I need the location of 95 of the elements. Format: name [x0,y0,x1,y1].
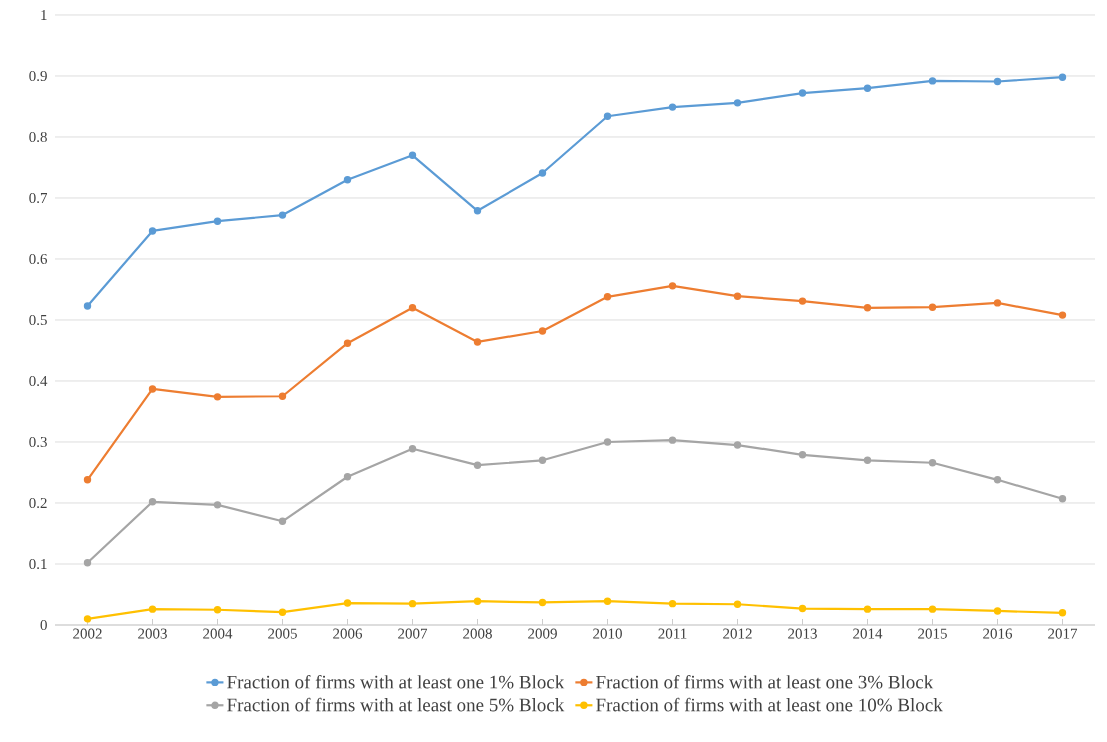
point [603,438,612,446]
point [928,459,937,467]
y-tick-label: 0.4 [29,375,48,387]
point [993,476,1002,484]
point [668,436,677,444]
point [213,217,222,225]
y-tick-label: 0 [40,619,47,631]
legend-label: Fraction of firms with at least one 3% Block [596,674,934,689]
x-tick-label: 2005 [268,628,297,639]
point [733,292,742,300]
point [148,227,157,235]
point [733,600,742,608]
point [343,473,352,481]
point [213,501,222,509]
point [408,304,417,312]
point [538,456,547,464]
legend-label: Fraction of firms with at least one 5% Block [227,697,565,712]
y-tick-label: 1 [41,10,47,20]
point [278,211,287,219]
x-tick-label: 2015 [918,628,947,639]
point [603,293,612,301]
x-tick-label: 2009 [528,628,557,639]
point [148,605,157,613]
point [798,297,807,305]
point [668,282,677,290]
x-tick-label: 2014 [853,628,883,639]
y-tick-label: 0.8 [29,131,47,143]
point [538,169,547,177]
point [278,392,287,400]
x-tick-label: 2013 [788,628,817,639]
x-tick-label: 2002 [73,628,102,639]
point [343,175,352,184]
y-tick-label: 0.5 [29,314,47,326]
point [928,605,937,613]
point [798,451,807,459]
point [928,77,937,85]
x-tick-label: 2006 [333,628,363,639]
point [863,84,872,92]
point [538,327,547,335]
point [83,302,92,310]
point [863,605,872,613]
point [473,338,482,346]
x-tick-label: 2008 [463,628,492,639]
point [473,597,482,605]
point [1058,73,1067,81]
point [1058,609,1067,617]
point [538,598,547,607]
point [343,599,352,607]
point [408,445,417,453]
point [83,615,92,623]
point [603,597,612,605]
point [408,599,417,608]
point [408,151,417,159]
y-tick-label: 0.6 [29,253,48,265]
point [343,339,352,347]
point [863,456,872,464]
point [473,207,482,215]
legend-label: Fraction of firms with at least one 1% Block [227,674,565,689]
y-tick-label: 0.7 [29,192,48,204]
point [473,461,482,469]
point [668,599,677,608]
x-tick-label: 2011 [658,628,687,639]
point [798,89,807,97]
point [1058,311,1067,319]
y-tick-label: 0.9 [29,70,47,82]
point [148,385,157,393]
x-tick-label: 2003 [138,628,167,639]
point [993,607,1002,615]
point [928,303,937,311]
point [278,608,287,616]
point [733,441,742,449]
y-tick-label: 0.3 [29,436,47,448]
y-tick-label: 0.1 [29,558,47,570]
point [148,498,157,506]
x-tick-label: 2016 [983,628,1013,639]
x-tick-label: 2017 [1048,628,1078,639]
point [668,103,677,111]
point [278,517,287,525]
legend-label: Fraction of firms with at least one 10% Block [596,697,943,712]
point [603,112,612,120]
point [993,77,1002,86]
x-tick-label: 2007 [398,628,428,639]
point [213,606,222,614]
x-tick-label: 2012 [723,628,752,639]
point [863,304,872,312]
point [993,299,1002,307]
point [733,99,742,107]
x-tick-label: 2004 [203,628,233,639]
point [83,476,92,484]
point [83,559,92,567]
y-tick-label: 0.2 [29,497,47,509]
x-tick-label: 2010 [593,628,622,639]
point [213,393,222,401]
point [798,604,807,613]
point [1058,495,1067,503]
